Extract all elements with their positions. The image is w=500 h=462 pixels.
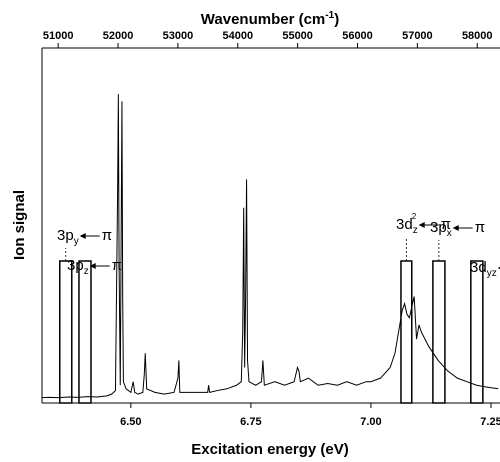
x2-tick-label: 56000 xyxy=(342,30,373,42)
annotation-label: 3px xyxy=(430,219,452,239)
x2-tick-label: 51000 xyxy=(43,30,74,42)
annotation-arrowhead xyxy=(418,222,425,228)
annotation-sub: z xyxy=(413,225,418,236)
annotation-label: 3pz xyxy=(67,257,89,277)
annotation-arrowhead xyxy=(497,266,500,270)
annotation-sup: 2 xyxy=(412,212,417,221)
top-axis-title-suffix: ) xyxy=(334,11,339,28)
transition-box xyxy=(400,260,413,404)
top-axis-title: Wavenumber (cm-1) xyxy=(201,10,339,28)
annotation-sub: y xyxy=(74,236,79,247)
annotation-target: π xyxy=(475,219,485,236)
x2-tick-label: 54000 xyxy=(222,30,253,42)
x-tick-label: 7.00 xyxy=(360,416,381,428)
annotation-main: 3p xyxy=(57,227,74,244)
annotation-main: 3p xyxy=(430,219,447,236)
annotation-arrowhead xyxy=(89,263,96,269)
annotation-target: π xyxy=(112,257,122,274)
annotation-arrowhead xyxy=(452,225,459,231)
annotation-label: 3dyz xyxy=(470,259,497,279)
annotation-sub: x xyxy=(447,228,452,239)
annotation-target: π xyxy=(441,216,451,233)
x-tick-label: 7.25 xyxy=(480,416,500,428)
annotation-arrowhead xyxy=(79,233,86,239)
x-tick-label: 6.50 xyxy=(120,416,141,428)
transition-box xyxy=(432,260,446,404)
y-axis-title: Ion signal xyxy=(11,190,28,260)
x2-tick-label: 55000 xyxy=(282,30,313,42)
x-axis-title: Excitation energy (eV) xyxy=(191,441,349,458)
annotation-main: 3d xyxy=(470,259,487,276)
annotation-label: 3dz 2 xyxy=(396,212,418,236)
annotation-main: 3p xyxy=(67,257,84,274)
transition-box xyxy=(470,260,484,404)
x2-tick-label: 53000 xyxy=(163,30,194,42)
top-axis-title-text: Wavenumber (cm xyxy=(201,11,325,28)
transition-box xyxy=(78,260,92,404)
transition-box xyxy=(59,260,73,404)
annotation-sub: yz xyxy=(487,268,497,279)
annotation-label: 3py xyxy=(57,227,79,247)
x-tick-label: 6.75 xyxy=(240,416,261,428)
annotation-sub: z xyxy=(84,266,89,277)
x2-tick-label: 52000 xyxy=(103,30,134,42)
annotation-main: 3d xyxy=(396,216,413,233)
x2-tick-label: 57000 xyxy=(402,30,433,42)
top-axis-title-sup: -1 xyxy=(325,10,334,21)
x2-tick-label: 58000 xyxy=(462,30,493,42)
spectrum-line xyxy=(41,94,499,399)
annotation-target: π xyxy=(102,227,112,244)
